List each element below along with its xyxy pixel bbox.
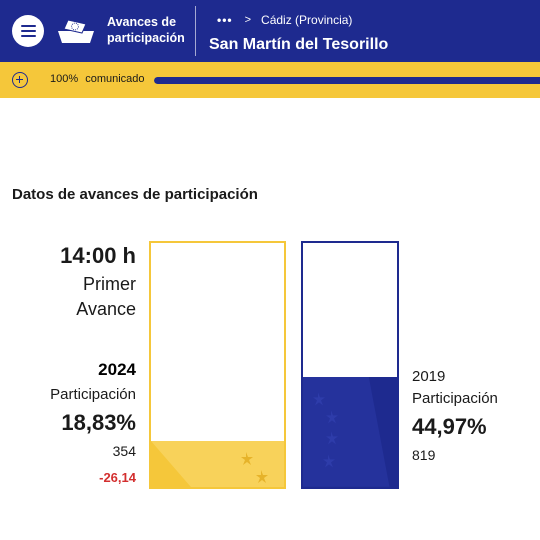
menu-button[interactable] — [12, 15, 44, 47]
previous-participation-bar — [301, 241, 399, 489]
page-title: San Martín del Tesorillo — [209, 36, 389, 53]
current-year: 2024 — [98, 360, 136, 379]
app-title: Avances de participación — [107, 15, 185, 45]
header-divider — [195, 6, 196, 56]
previous-label: Participación — [412, 390, 498, 407]
previous-percent: 44,97% — [412, 414, 487, 439]
plus-circle-icon[interactable] — [12, 72, 28, 88]
current-difference: -26,14 — [99, 470, 136, 485]
previous-year: 2019 — [412, 368, 446, 385]
status-strip: 100% comunicado — [0, 62, 540, 98]
eu-pattern-decoration — [151, 441, 284, 487]
progress-bar-fill — [154, 77, 540, 84]
previous-count: 819 — [412, 447, 436, 463]
current-count: 354 — [112, 443, 136, 459]
breadcrumb: ••• > Cádiz (Provincia) — [217, 12, 352, 28]
current-label: Participación — [50, 386, 136, 403]
ballot-box-icon — [58, 19, 94, 43]
advance-phase: Primer Avance — [76, 274, 136, 319]
previous-participation-fill — [303, 377, 397, 487]
breadcrumb-parent-link[interactable]: Cádiz (Provincia) — [261, 13, 353, 27]
progress-bar — [154, 77, 540, 84]
progress-label: 100% comunicado — [50, 73, 145, 85]
advance-time: 14:00 h — [60, 243, 136, 268]
section-title: Datos de avances de participación — [12, 186, 258, 203]
star-decoration — [313, 392, 338, 468]
progress-percent: 100% — [50, 73, 79, 85]
star-decoration — [241, 452, 268, 484]
current-percent: 18,83% — [61, 410, 136, 435]
chevron-right-icon: > — [244, 14, 252, 26]
current-participation-fill — [151, 441, 284, 487]
hamburger-icon — [20, 25, 36, 27]
advance-info: 14:00 h Primer Avance — [26, 242, 136, 322]
app-header: Avances de participación ••• > Cádiz (Pr… — [0, 0, 540, 62]
progress-status: comunicado — [85, 73, 145, 85]
eu-pattern-decoration — [303, 377, 390, 487]
current-participation-bar — [149, 241, 286, 489]
breadcrumb-more-button[interactable]: ••• — [217, 13, 233, 27]
